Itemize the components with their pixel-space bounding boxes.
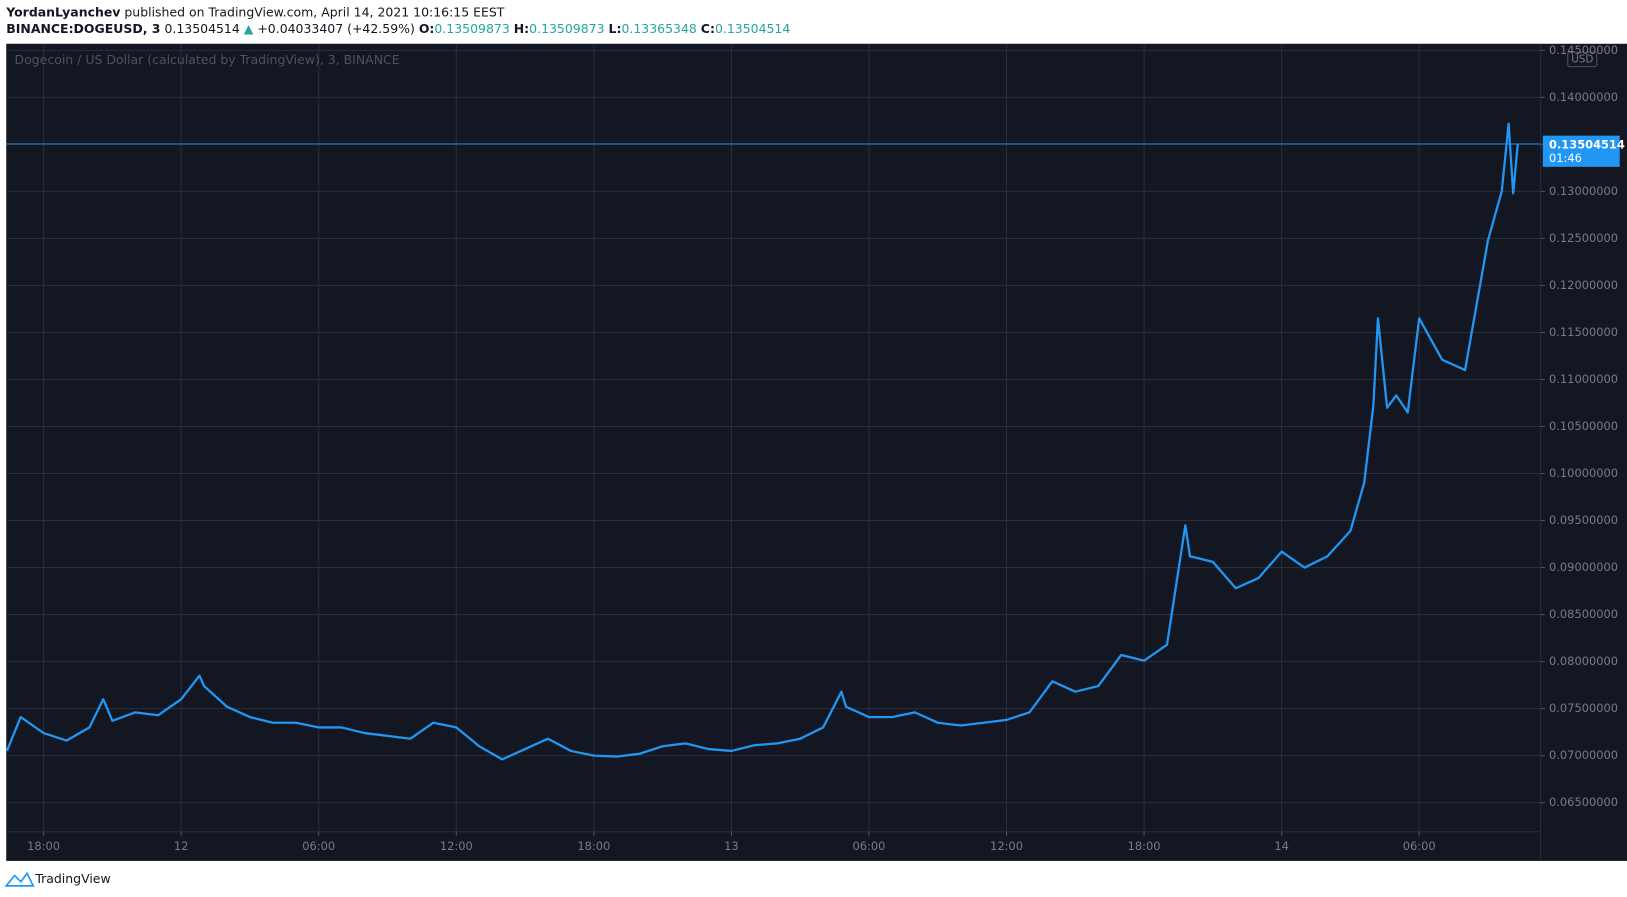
footer-logo: TradingView (4, 871, 111, 887)
y-tick-label: 0.09500000 (1549, 513, 1618, 527)
y-tick-label: 0.11000000 (1549, 372, 1618, 386)
l-label: L: (609, 21, 622, 36)
h-label: H: (514, 21, 529, 36)
y-tick-label: 0.12500000 (1549, 231, 1618, 245)
published: published on TradingView.com, April 14, … (124, 4, 504, 19)
brand: TradingView (34, 871, 110, 886)
y-tick-label: 0.07000000 (1549, 748, 1618, 762)
x-tick-label: 12 (174, 839, 189, 853)
plot (5, 43, 1541, 832)
price: 0.13504514 (164, 21, 239, 36)
countdown: 01:46 (1549, 151, 1582, 165)
chart-panel (6, 43, 1627, 861)
last-price-label: 0.13504514 (1549, 138, 1625, 152)
y-tick-label: 0.11500000 (1549, 325, 1618, 339)
x-tick-label: 12:00 (440, 839, 473, 853)
y-tick-label: 0.07500000 (1549, 701, 1618, 715)
y-tick-label: 0.10000000 (1549, 466, 1618, 480)
legend-text: Dogecoin / US Dollar (calculated by Trad… (15, 52, 400, 67)
l-value: 0.13365348 (621, 21, 696, 36)
y-tick-label: 0.08000000 (1549, 654, 1618, 668)
header-line-1: YordanLyanchev published on TradingView.… (5, 4, 505, 19)
y-tick-label: 0.14000000 (1549, 90, 1618, 104)
last-price-box (1542, 135, 1620, 167)
y-tick-label: 0.12000000 (1549, 278, 1618, 292)
x-tick-label: 14 (1274, 839, 1289, 853)
y-tick-label: 0.09000000 (1549, 560, 1618, 574)
o-label: O: (419, 21, 435, 36)
x-tick-label: 06:00 (853, 839, 886, 853)
y-tick-label: 0.13000000 (1549, 184, 1618, 198)
y-tick-label: 0.06500000 (1549, 795, 1618, 809)
price-line (5, 122, 1519, 761)
x-tick-label: 13 (724, 839, 739, 853)
y-tick-label: 0.10500000 (1549, 419, 1618, 433)
unit-box (1567, 51, 1598, 68)
x-tick-label: 18:00 (27, 839, 60, 853)
x-tick-label: 18:00 (1128, 839, 1161, 853)
header-line-2: BINANCE:DOGEUSD, 3 0.13504514 ▲ +0.04033… (6, 21, 790, 36)
y-tick-label: 0.14500000 (1549, 43, 1618, 57)
y-unit: USD (1571, 53, 1593, 65)
x-tick-label: 18:00 (577, 839, 610, 853)
x-tick-label: 12:00 (990, 839, 1023, 853)
logo-icon (4, 871, 35, 887)
change: +0.04033407 (+42.59%) (257, 21, 415, 36)
symbol: BINANCE:DOGEUSD, 3 (6, 21, 160, 36)
o-value: 0.13509873 (434, 21, 509, 36)
c-value: 0.13504514 (715, 21, 790, 36)
y-tick-label: 0.08500000 (1549, 607, 1618, 621)
x-tick-label: 06:00 (302, 839, 335, 853)
author: YordanLyanchev (5, 4, 120, 19)
arrow: ▲ (244, 21, 254, 36)
c-label: C: (701, 21, 715, 36)
x-tick-label: 06:00 (1403, 839, 1436, 853)
h-value: 0.13509873 (529, 21, 604, 36)
